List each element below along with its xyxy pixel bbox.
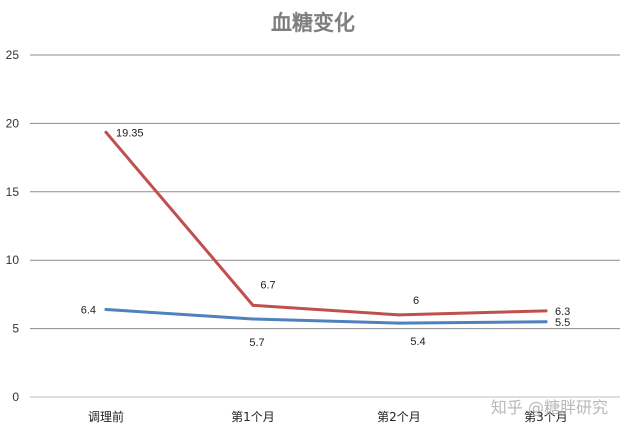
- data-point: [104, 307, 108, 311]
- data-point: [251, 317, 255, 321]
- x-category-label: 第1个月: [231, 410, 275, 424]
- series-line-red: [104, 130, 548, 317]
- data-label-blue: 5.5: [555, 317, 570, 329]
- x-category-label: 调理前: [88, 409, 124, 424]
- data-point: [397, 321, 401, 325]
- data-label-blue: 6.4: [81, 304, 96, 316]
- data-label-red: 6.7: [260, 279, 275, 291]
- y-tick-label: 5: [12, 322, 19, 336]
- x-category-label: 第2个月: [377, 410, 421, 424]
- data-label-red: 6.3: [555, 306, 570, 318]
- y-tick-label: 25: [6, 48, 20, 62]
- data-point: [544, 320, 548, 324]
- y-tick-label: 10: [6, 253, 20, 267]
- series-line-blue: [104, 307, 548, 325]
- y-tick-label: 20: [6, 116, 20, 130]
- data-label-blue: 5.7: [249, 337, 264, 349]
- x-category-label: 第3个月: [524, 410, 568, 424]
- data-point: [544, 309, 548, 313]
- chart-title: 血糖变化: [271, 11, 355, 35]
- y-tick-label: 15: [6, 185, 20, 199]
- y-tick-label: 0: [12, 390, 19, 404]
- data-label-blue: 5.4: [410, 336, 425, 348]
- data-point: [104, 130, 108, 134]
- data-point: [251, 303, 255, 307]
- data-label-red: 19.35: [116, 127, 144, 139]
- data-label-red: 6: [413, 295, 419, 307]
- data-point: [397, 313, 401, 317]
- watermark: 知乎 @糖胖研究: [491, 398, 608, 417]
